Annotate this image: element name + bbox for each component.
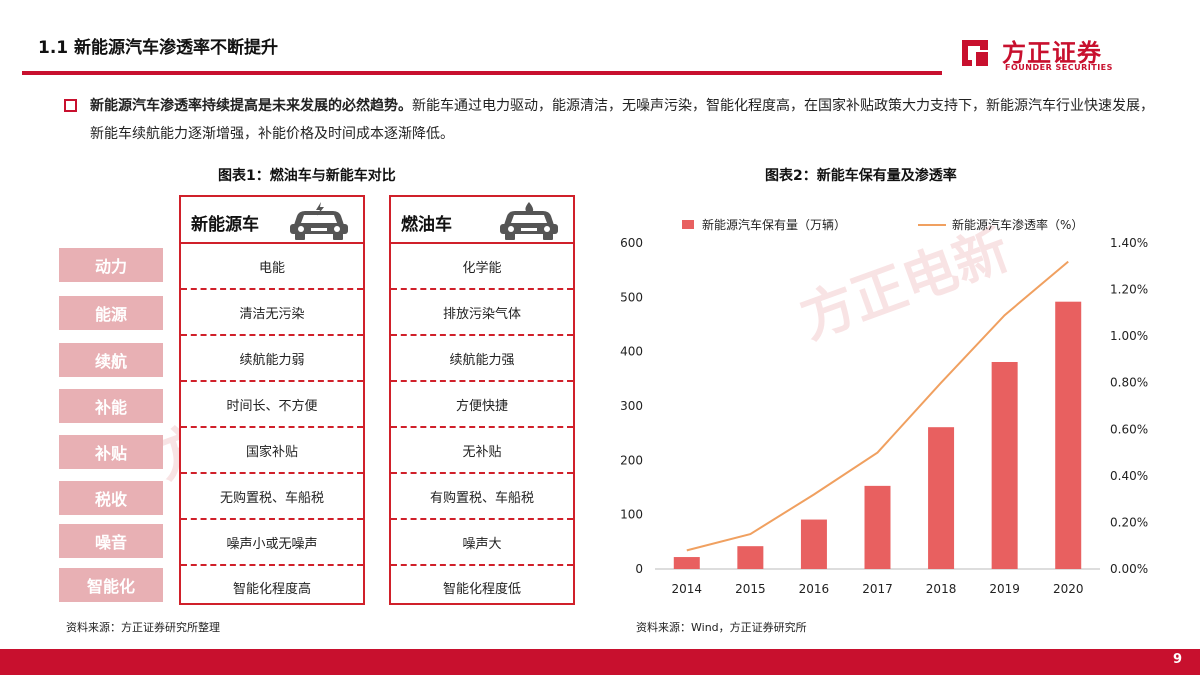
ice-header-text: 燃油车 <box>401 215 452 235</box>
right-axis-tick-label: 1.00% <box>1110 329 1148 343</box>
legend-swatch-bar <box>682 220 694 229</box>
figure2-title: 图表2：新能车保有量及渗透率 <box>765 168 957 184</box>
bar <box>737 546 764 569</box>
ice-cell: 排放污染气体 <box>391 290 573 336</box>
x-axis-tick-label: 2014 <box>672 582 703 596</box>
x-axis-tick-label: 2015 <box>735 582 766 596</box>
nev-cell: 时间长、不方便 <box>181 382 363 428</box>
right-axis-tick-label: 0.40% <box>1110 469 1148 483</box>
nev-column: 新能源车 电能 清洁无污染 续航能力弱 时间长、不方便 国家补贴 无购置税、车船… <box>179 195 365 605</box>
right-axis-tick-label: 0.60% <box>1110 422 1148 436</box>
legend-label-line: 新能源汽车渗透率（%） <box>952 217 1083 232</box>
right-axis-tick-label: 0.00% <box>1110 562 1148 576</box>
penetration-line <box>686 260 1069 552</box>
x-axis-tick-label: 2018 <box>926 582 957 596</box>
bar <box>991 361 1018 569</box>
right-axis-tick-label: 0.80% <box>1110 376 1148 390</box>
ice-cell: 续航能力强 <box>391 336 573 382</box>
figure1-title: 图表1：燃油车与新能车对比 <box>218 168 396 184</box>
right-axis-tick-label: 1.20% <box>1110 283 1148 297</box>
row-label: 补贴 <box>59 435 163 469</box>
row-label: 噪音 <box>59 524 163 558</box>
legend-label-bar: 新能源汽车保有量（万辆） <box>702 217 846 232</box>
nev-header-text: 新能源车 <box>191 215 259 235</box>
bullet-marker <box>64 99 77 112</box>
ice-column: 燃油车 化学能 排放污染气体 续航能力强 方便快捷 无补贴 有购置税、车船税 噪… <box>389 195 575 605</box>
ice-cell: 智能化程度低 <box>442 581 521 597</box>
right-axis-tick-label: 0.20% <box>1110 515 1148 529</box>
figure1-source: 资料来源：方正证券研究所整理 <box>66 621 220 634</box>
nev-cell: 国家补贴 <box>181 428 363 474</box>
left-axis-tick-label: 0 <box>635 562 643 576</box>
ev-stock-penetration-chart: 0 100 200 300 400 500 600 0.00% 0.20% 0.40% 0.60% 0… <box>620 217 1148 596</box>
bar <box>1055 301 1082 569</box>
ice-cell: 无补贴 <box>391 428 573 474</box>
car-icon <box>500 202 558 240</box>
ice-cell: 化学能 <box>391 244 573 290</box>
nev-cell: 续航能力弱 <box>181 336 363 382</box>
page-title: 1.1 新能源汽车渗透率不断提升 <box>38 38 279 58</box>
nev-cell: 清洁无污染 <box>181 290 363 336</box>
bullet-lead: 新能源汽车渗透率持续提高是未来发展的必然趋势。 <box>90 98 412 114</box>
bar <box>800 519 827 569</box>
figure2-source: 资料来源：Wind，方正证券研究所 <box>636 621 807 634</box>
logo-text-en: FOUNDER SECURITIES <box>1005 63 1113 72</box>
row-label: 智能化 <box>59 568 163 602</box>
page-number: 9 <box>1172 652 1182 667</box>
car-icon <box>290 202 348 240</box>
row-label: 能源 <box>59 296 163 330</box>
bullet-body: 新能车通过电力驱动，能源清洁，无噪声污染，智能化程度高，在国家补贴政策大力支持下… <box>90 98 1154 142</box>
left-axis-tick-label: 200 <box>620 453 643 467</box>
bar <box>673 557 700 569</box>
right-axis-tick-label: 1.40% <box>1110 236 1148 250</box>
left-axis-tick-label: 300 <box>620 399 643 413</box>
left-axis-tick-label: 600 <box>620 236 643 250</box>
x-axis-tick-label: 2020 <box>1053 582 1084 596</box>
x-axis-tick-label: 2019 <box>989 582 1020 596</box>
row-label: 续航 <box>59 343 163 377</box>
nev-cell: 电能 <box>181 244 363 290</box>
header-rule <box>22 71 942 75</box>
row-label: 补能 <box>59 389 163 423</box>
logo-text-cn: 方正证券 <box>1002 39 1102 67</box>
bar <box>864 485 891 569</box>
left-axis-tick-label: 400 <box>620 345 643 359</box>
ice-cell: 有购置税、车船税 <box>391 474 573 520</box>
ice-cell: 方便快捷 <box>391 382 573 428</box>
company-logo: 方正证券 FOUNDER SECURITIES <box>958 36 1168 76</box>
bullet-paragraph: 新能源汽车渗透率持续提高是未来发展的必然趋势。新能车通过电力驱动，能源清洁，无噪… <box>90 92 1160 148</box>
founder-logo-mark-icon <box>962 40 988 66</box>
nev-cell: 无购置税、车船税 <box>181 474 363 520</box>
left-axis-tick-label: 100 <box>620 508 643 522</box>
ice-cell: 噪声大 <box>391 520 573 566</box>
left-axis-tick-label: 500 <box>620 290 643 304</box>
x-axis-tick-label: 2017 <box>862 582 893 596</box>
row-label: 动力 <box>59 248 163 282</box>
nev-cell: 智能化程度高 <box>232 581 311 597</box>
x-axis-tick-label: 2016 <box>799 582 830 596</box>
nev-cell: 噪声小或无噪声 <box>181 520 363 566</box>
row-label: 税收 <box>59 481 163 515</box>
bar <box>928 427 955 569</box>
ice-column-header: 燃油车 <box>391 197 573 244</box>
footer-bar <box>0 649 1200 675</box>
nev-column-header: 新能源车 <box>181 197 363 244</box>
